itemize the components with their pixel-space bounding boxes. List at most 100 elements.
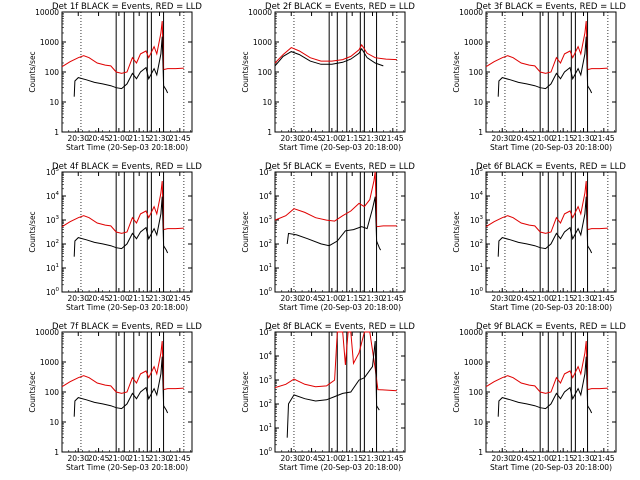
y-tick-base: 10: [470, 216, 480, 225]
y-tick-label: 104: [470, 191, 484, 201]
y-tick-label: 100: [469, 388, 484, 397]
y-tick-label: 100: [469, 68, 484, 77]
y-tick-label: 1000: [253, 38, 272, 47]
x-tick-label: 21:30: [149, 134, 171, 143]
y-axis-label: Counts/sec: [28, 51, 37, 92]
panel-1: Det 1f BLACK = Events, RED = LLD 1 10 100 10…: [28, 2, 202, 152]
y-tick-exponent: 5: [56, 167, 60, 173]
y-tick-label: 102: [259, 399, 272, 409]
y-tick-base: 10: [46, 168, 56, 177]
y-axis-label: Counts/sec: [241, 51, 250, 92]
lld-series-line: [274, 331, 397, 392]
panel-4: Det 4f BLACK = Events, RED = LLD10010110…: [28, 162, 202, 312]
x-tick-label: 21:15: [128, 134, 150, 143]
x-tick-label: 21:00: [108, 454, 130, 463]
y-tick-label: 10: [473, 98, 483, 107]
x-tick-label: 20:30: [280, 454, 302, 463]
x-tick-label: 21:00: [532, 454, 554, 463]
y-tick-label: 10: [49, 98, 59, 107]
y-tick-label: 1: [54, 448, 59, 457]
y-tick-base: 10: [259, 424, 269, 433]
x-tick-label: 21:00: [108, 294, 130, 303]
lld-series-line: [274, 43, 397, 64]
y-axis-label: Counts/sec: [241, 211, 250, 252]
y-tick-label: 10: [49, 418, 59, 427]
x-tick-label: 21:15: [341, 294, 363, 303]
y-tick-exponent: 5: [269, 167, 273, 173]
x-tick-label: 21:15: [552, 134, 574, 143]
y-tick-label: 100: [45, 388, 60, 397]
y-tick-exponent: 0: [480, 287, 484, 293]
y-tick-exponent: 2: [480, 239, 484, 245]
y-tick-label: 105: [46, 167, 60, 177]
x-tick-label: 21:15: [341, 134, 363, 143]
x-tick-label: 21:15: [552, 294, 574, 303]
y-tick-label: 100: [46, 287, 60, 297]
x-tick-label: 20:30: [67, 294, 89, 303]
events-series-line: [286, 196, 382, 251]
x-axis-label: Start Time (20-Sep-03 20:18:00): [490, 463, 612, 472]
y-tick-base: 10: [259, 264, 269, 273]
plot-frame: [61, 171, 193, 293]
x-tick-label: 20:30: [491, 134, 513, 143]
y-tick-exponent: 2: [56, 239, 60, 245]
events-series-line: [497, 36, 593, 97]
y-tick-label: 103: [259, 215, 273, 225]
y-tick-base: 10: [470, 192, 480, 201]
y-tick-label: 1: [267, 128, 272, 137]
x-tick-label: 21:00: [108, 134, 130, 143]
y-tick-label: 103: [259, 375, 273, 385]
events-series-line: [497, 196, 593, 257]
y-tick-base: 10: [46, 264, 56, 273]
x-tick-label: 21:00: [321, 454, 343, 463]
y-tick-label: 1: [54, 128, 59, 137]
y-tick-base: 10: [46, 192, 56, 201]
y-tick-base: 10: [46, 288, 56, 297]
x-tick-label: 21:30: [362, 294, 384, 303]
y-axis-label: Counts/sec: [28, 211, 37, 252]
y-tick-label: 10000: [35, 8, 59, 17]
y-tick-label: 1: [478, 448, 483, 457]
y-tick-label: 102: [46, 239, 59, 249]
y-tick-base: 10: [259, 328, 269, 337]
panel-title: Det 9f BLACK = Events, RED = LLD: [476, 322, 626, 332]
x-axis-label: Start Time (20-Sep-03 20:18:00): [490, 143, 612, 152]
x-axis-label: Start Time (20-Sep-03 20:18:00): [66, 143, 188, 152]
panel-title: Det 6f BLACK = Events, RED = LLD: [476, 162, 626, 172]
x-tick-label: 21:45: [382, 454, 404, 463]
y-tick-label: 100: [259, 447, 273, 457]
x-axis-label: Start Time (20-Sep-03 20:18:00): [279, 303, 401, 312]
y-tick-base: 10: [470, 240, 480, 249]
x-tick-label: 20:45: [512, 294, 534, 303]
x-tick-label: 21:45: [382, 134, 404, 143]
x-tick-label: 21:45: [593, 454, 615, 463]
panel-8: Det 8f BLACK = Events, RED = LLD10010110…: [241, 322, 415, 472]
y-tick-exponent: 4: [480, 191, 484, 197]
y-tick-label: 104: [259, 351, 273, 361]
x-tick-label: 21:00: [321, 134, 343, 143]
panel-title: Det 2f BLACK = Events, RED = LLD: [265, 2, 415, 12]
y-tick-label: 101: [46, 263, 59, 273]
y-tick-base: 10: [470, 264, 480, 273]
panel-title: Det 4f BLACK = Events, RED = LLD: [52, 162, 202, 172]
y-tick-label: 101: [259, 263, 272, 273]
y-axis-label: Counts/sec: [241, 371, 250, 412]
panel-title: Det 8f BLACK = Events, RED = LLD: [265, 322, 415, 332]
lld-series-line: [485, 340, 608, 394]
x-tick-label: 20:45: [88, 294, 110, 303]
y-tick-label: 101: [470, 263, 483, 273]
x-tick-label: 20:30: [280, 134, 302, 143]
y-tick-base: 10: [259, 352, 269, 361]
y-tick-label: 1: [478, 128, 483, 137]
y-tick-label: 101: [259, 423, 272, 433]
y-tick-label: 1000: [464, 38, 483, 47]
y-tick-label: 10000: [459, 328, 483, 337]
y-tick-base: 10: [259, 192, 269, 201]
panel-2: Det 2f BLACK = Events, RED = LLD 1 10 100 10…: [241, 2, 415, 152]
y-tick-base: 10: [259, 376, 269, 385]
y-tick-label: 105: [470, 167, 484, 177]
y-tick-label: 10000: [459, 8, 483, 17]
x-tick-label: 20:30: [67, 454, 89, 463]
x-tick-label: 21:30: [573, 294, 595, 303]
